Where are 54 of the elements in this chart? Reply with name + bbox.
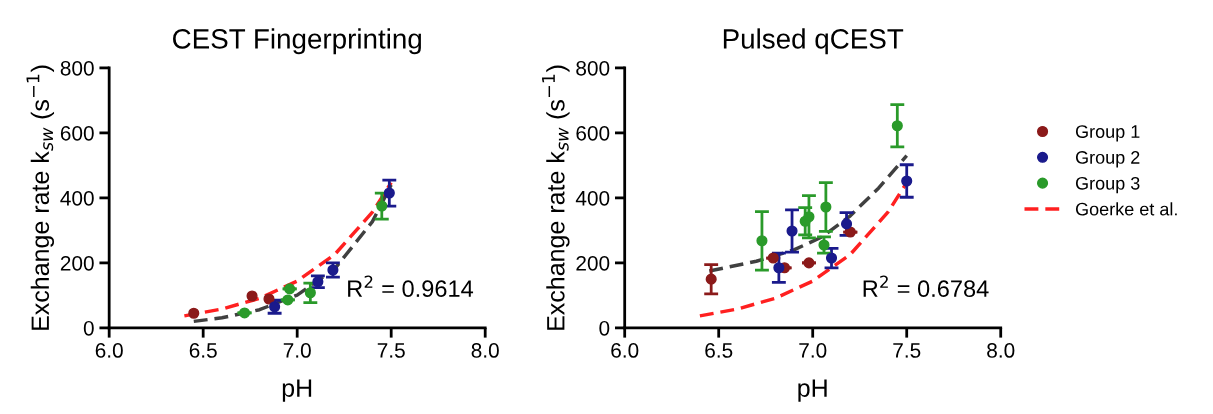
x-tick-label: 7.5 [377, 343, 405, 358]
chart-title: Pulsed qCEST [723, 28, 904, 55]
x-tick-label: 6.5 [705, 343, 733, 358]
point [756, 235, 768, 247]
y-tick-label: 200 [576, 255, 610, 271]
y-tick-label: 200 [60, 255, 94, 271]
point [820, 201, 832, 213]
annotation: R$^{2}$ = 0.9614 [348, 275, 474, 298]
x-tick-label: 6.5 [189, 343, 217, 358]
y-axis-title: Exchange rate k$_{sw}$ (s$^{−1}$) [542, 65, 570, 330]
point [188, 307, 200, 319]
y-tick-label: 800 [60, 60, 94, 76]
point [284, 283, 296, 295]
x-tick-label: 7.0 [799, 343, 827, 358]
point [818, 239, 830, 251]
point [803, 211, 815, 223]
point [901, 175, 913, 187]
point [304, 287, 316, 299]
point [825, 252, 838, 264]
y-tick-label: 800 [576, 60, 610, 76]
point [786, 225, 798, 237]
point [773, 262, 785, 274]
y-tick-label: 0 [83, 320, 94, 336]
point [767, 252, 779, 264]
y-tick-label: 400 [60, 190, 94, 206]
chart-title: CEST Fingerprinting [173, 28, 421, 55]
point [705, 273, 717, 285]
point [238, 307, 251, 319]
point [844, 226, 856, 238]
point [282, 294, 294, 306]
y-tick-label: 600 [576, 125, 610, 141]
x-tick-label: 7.0 [283, 343, 311, 358]
y-tick-label: 0 [599, 320, 610, 336]
point [891, 120, 903, 132]
legend-label: Group 2 [1075, 151, 1140, 168]
legend-label: Group 3 [1075, 176, 1140, 194]
point [840, 218, 853, 230]
point [376, 200, 388, 212]
y-axis-title: Exchange rate k$_{sw}$ (s$^{−1}$) [26, 65, 55, 330]
annotation: R$^{2}$ = 0.6784 [863, 275, 989, 298]
x-tick-label: 7.5 [893, 343, 921, 358]
y-tick-label: 400 [575, 190, 610, 206]
x-tick-label: 8.0 [987, 343, 1015, 358]
x-tick-label: 6.0 [611, 343, 639, 358]
legend-label: Goerke et al. [1075, 202, 1177, 216]
legend-label: Group 1 [1075, 125, 1140, 142]
x-axis-title: pH [798, 379, 827, 402]
point [246, 290, 258, 302]
point [383, 187, 395, 199]
x-tick-label: 8.0 [471, 343, 499, 358]
x-tick-label: 6.0 [95, 343, 123, 358]
y-tick-label: 600 [60, 125, 94, 141]
x-axis-title: pH [282, 379, 312, 402]
point [803, 257, 815, 269]
